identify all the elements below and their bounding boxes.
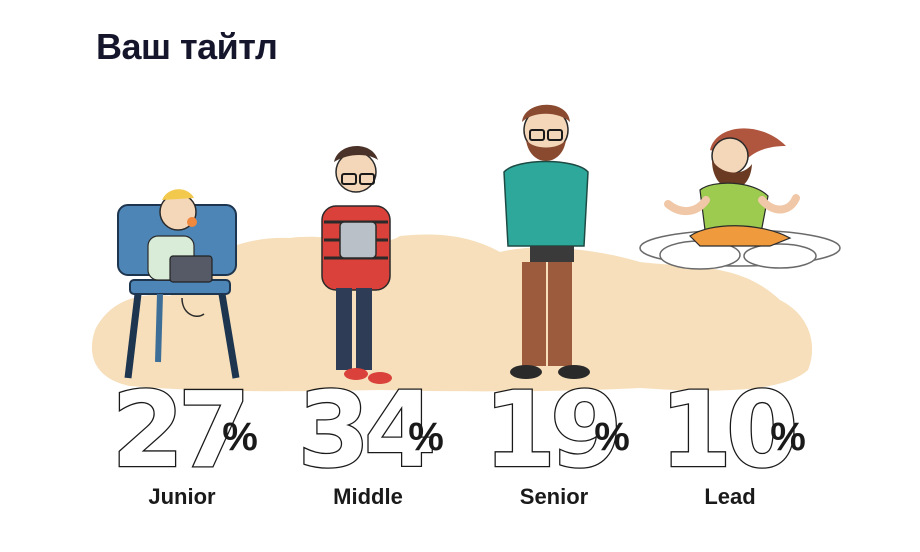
category-label-middle: Middle xyxy=(333,484,403,509)
background-blob xyxy=(91,234,813,392)
category-label-lead: Lead xyxy=(704,484,755,509)
lead-illustration xyxy=(664,128,800,247)
junior-illustration xyxy=(117,189,240,379)
value-label-junior: 27 xyxy=(112,369,245,491)
percent-sign-senior: % xyxy=(594,415,630,459)
value-label-lead: 10 xyxy=(660,369,794,491)
percent-sign-junior: % xyxy=(222,415,258,459)
category-label-junior: Junior xyxy=(148,484,216,509)
senior-illustration xyxy=(503,104,590,379)
value-label-middle: 34 xyxy=(298,369,432,491)
middle-illustration xyxy=(321,145,392,384)
percent-sign-lead: % xyxy=(770,415,806,459)
cloud-illustration xyxy=(639,229,841,270)
category-label-senior: Senior xyxy=(520,484,589,509)
percent-sign-middle: % xyxy=(408,415,444,459)
page-title: Ваш тайтл xyxy=(96,26,278,67)
value-label-senior: 19 xyxy=(484,369,617,491)
